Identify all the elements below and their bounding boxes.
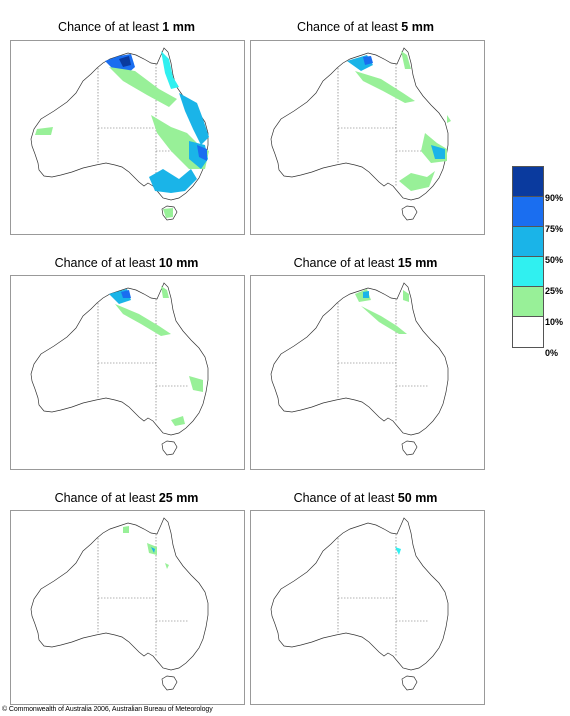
australia-map-1mm (30, 47, 209, 221)
panel-title-prefix: Chance of at least (58, 20, 163, 34)
panel-title-amount: 25 mm (158, 491, 199, 505)
panel-title-prefix: Chance of at least (293, 491, 398, 505)
legend-label-50: 50% (545, 255, 564, 265)
map-panel-15mm (250, 275, 485, 470)
panel-title-5mm: Chance of at least 5 mm (248, 20, 483, 34)
legend-label-25: 25% (545, 286, 564, 296)
map-panel-25mm (10, 510, 245, 705)
australia-map-50mm (270, 517, 449, 691)
legend-swatch-25 (513, 257, 543, 287)
legend-swatch-10 (513, 287, 543, 317)
panel-title-25mm: Chance of at least 25 mm (9, 491, 244, 505)
legend-label-75: 75% (545, 224, 564, 234)
legend-swatch-50 (513, 227, 543, 257)
australia-map-25mm (30, 517, 209, 691)
map-panel-5mm (250, 40, 485, 235)
panel-title-10mm: Chance of at least 10 mm (9, 256, 244, 270)
australia-map-5mm (270, 47, 451, 221)
australia-map-15mm (270, 282, 449, 456)
legend-label-10: 10% (545, 317, 564, 327)
panel-title-prefix: Chance of at least (293, 256, 398, 270)
panel-title-prefix: Chance of at least (297, 20, 402, 34)
australia-map-10mm (30, 282, 209, 456)
panel-title-prefix: Chance of at least (54, 491, 159, 505)
panel-title-amount: 15 mm (397, 256, 438, 270)
map-panel-50mm (250, 510, 485, 705)
probability-legend (512, 166, 544, 348)
legend-label-90: 90% (545, 193, 564, 203)
panel-title-amount: 1 mm (162, 20, 195, 34)
copyright-notice: © Commonwealth of Australia 2006, Austra… (2, 706, 213, 713)
map-panel-10mm (10, 275, 245, 470)
map-panel-1mm (10, 40, 245, 235)
panel-title-amount: 5 mm (401, 20, 434, 34)
panel-title-50mm: Chance of at least 50 mm (248, 491, 483, 505)
legend-swatch-75 (513, 197, 543, 227)
legend-swatch-0 (513, 317, 543, 347)
panel-title-1mm: Chance of at least 1 mm (9, 20, 244, 34)
legend-swatch-90 (513, 167, 543, 197)
panel-title-amount: 10 mm (158, 256, 199, 270)
panel-title-15mm: Chance of at least 15 mm (248, 256, 483, 270)
panel-title-amount: 50 mm (397, 491, 438, 505)
panel-title-prefix: Chance of at least (54, 256, 159, 270)
legend-label-0: 0% (545, 348, 559, 358)
